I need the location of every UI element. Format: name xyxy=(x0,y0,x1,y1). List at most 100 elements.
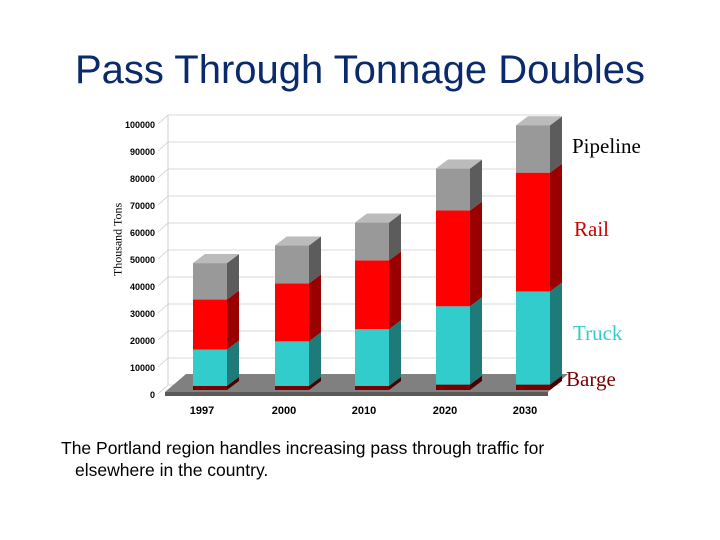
gridline-side xyxy=(157,141,169,152)
gridline-side xyxy=(157,168,169,179)
bar-top-face xyxy=(516,116,562,126)
gridline-side xyxy=(157,195,169,206)
bar-segment-barge xyxy=(193,376,239,390)
bar-segment-barge xyxy=(516,375,562,390)
gridline-side xyxy=(157,357,169,368)
bar-side xyxy=(309,376,321,390)
bar-front xyxy=(355,260,389,330)
bar-side xyxy=(470,159,482,211)
legend-truck: Truck xyxy=(573,321,623,345)
bar-side xyxy=(309,332,321,386)
bar-segment-pipeline xyxy=(355,213,401,261)
bar-front xyxy=(275,245,309,284)
bar-side xyxy=(550,375,562,390)
bar-front xyxy=(193,349,227,386)
bar-front xyxy=(275,283,309,342)
y-axis-label: Thousand Tons xyxy=(110,202,125,277)
gridline-side xyxy=(157,384,169,395)
bar-front xyxy=(193,299,227,350)
bar-front xyxy=(275,385,309,390)
x-tick-label: 1997 xyxy=(190,405,214,417)
bar-side xyxy=(470,297,482,385)
legend-pipeline: Pipeline xyxy=(572,134,641,158)
gridline-side xyxy=(157,222,169,233)
y-tick-label: 90000 xyxy=(130,147,155,157)
bar-side xyxy=(389,376,401,390)
bar-segment-truck xyxy=(275,332,321,386)
bar-segment-barge xyxy=(355,376,401,390)
gridline-side xyxy=(157,249,169,260)
bar-front xyxy=(436,384,470,390)
slide-caption: The Portland region handles increasing p… xyxy=(61,437,661,481)
bar-front xyxy=(436,168,470,211)
bar-segment-barge xyxy=(275,376,321,390)
bar-segment-barge xyxy=(436,375,482,390)
bar-side xyxy=(309,236,321,284)
y-tick-label: 30000 xyxy=(130,309,155,319)
bar-side xyxy=(309,274,321,342)
caption-line-2: elsewhere in the country. xyxy=(75,460,269,480)
bar-side xyxy=(550,116,562,173)
legend-barge: Barge xyxy=(566,367,616,391)
x-tick-label: 2020 xyxy=(433,405,457,417)
bar-segment-truck xyxy=(355,320,401,386)
y-axis-ticks: 0 10000 20000 30000 40000 50000 60000 70000 8000… xyxy=(125,120,155,400)
bar-side xyxy=(389,320,401,386)
bar-side xyxy=(550,282,562,385)
bar-front xyxy=(275,341,309,386)
bar-side xyxy=(389,213,401,261)
bar-side xyxy=(227,340,239,386)
bar-front xyxy=(355,329,389,386)
y-tick-label: 10000 xyxy=(130,363,155,373)
bar-front xyxy=(355,222,389,261)
bar-segment-truck xyxy=(516,282,562,385)
bar-side xyxy=(389,251,401,330)
bar-front xyxy=(193,385,227,390)
y-tick-label: 50000 xyxy=(130,255,155,265)
slide-title: Pass Through Tonnage Doubles xyxy=(74,48,646,92)
chart-floor-edge xyxy=(165,392,548,396)
bar-front xyxy=(516,172,550,292)
bar-segment-pipeline xyxy=(436,159,482,211)
y-tick-label: 70000 xyxy=(130,201,155,211)
bar-top-face xyxy=(275,236,321,246)
y-tick-label: 0 xyxy=(150,390,155,400)
bar-front xyxy=(436,306,470,385)
bar-front xyxy=(516,125,550,173)
bar-segment-truck xyxy=(436,297,482,385)
bar-segment-rail xyxy=(275,274,321,342)
bar-side xyxy=(470,375,482,390)
y-tick-label: 60000 xyxy=(130,228,155,238)
bar-segment-truck xyxy=(193,340,239,386)
x-axis-ticks: 1997 2000 2010 2020 2030 xyxy=(190,405,537,417)
caption-line-1: The Portland region handles increasing p… xyxy=(61,438,545,458)
x-tick-label: 2000 xyxy=(272,405,296,417)
bar-top-face xyxy=(193,254,239,264)
bar-side xyxy=(550,163,562,292)
bar-top-face xyxy=(355,213,401,223)
gridline-side xyxy=(157,114,169,125)
bar-side xyxy=(227,376,239,390)
bar-side xyxy=(470,201,482,307)
x-tick-label: 2010 xyxy=(352,405,376,417)
bar-segment-pipeline xyxy=(193,254,239,300)
gridline-side xyxy=(157,303,169,314)
bar-segment-rail xyxy=(355,251,401,330)
x-tick-label: 2030 xyxy=(513,405,537,417)
bar-front xyxy=(516,291,550,385)
bar-segment-pipeline xyxy=(275,236,321,284)
bar-side xyxy=(227,254,239,300)
y-tick-label: 80000 xyxy=(130,174,155,184)
chart-bars xyxy=(193,116,562,390)
bar-top-face xyxy=(436,159,482,169)
y-tick-label: 20000 xyxy=(130,336,155,346)
bar-front xyxy=(193,263,227,300)
bar-segment-rail xyxy=(516,163,562,292)
bar-front xyxy=(436,210,470,307)
bar-segment-rail xyxy=(436,201,482,307)
bar-front xyxy=(355,385,389,390)
legend-rail: Rail xyxy=(574,217,609,241)
bar-segment-pipeline xyxy=(516,116,562,173)
bar-front xyxy=(516,384,550,390)
